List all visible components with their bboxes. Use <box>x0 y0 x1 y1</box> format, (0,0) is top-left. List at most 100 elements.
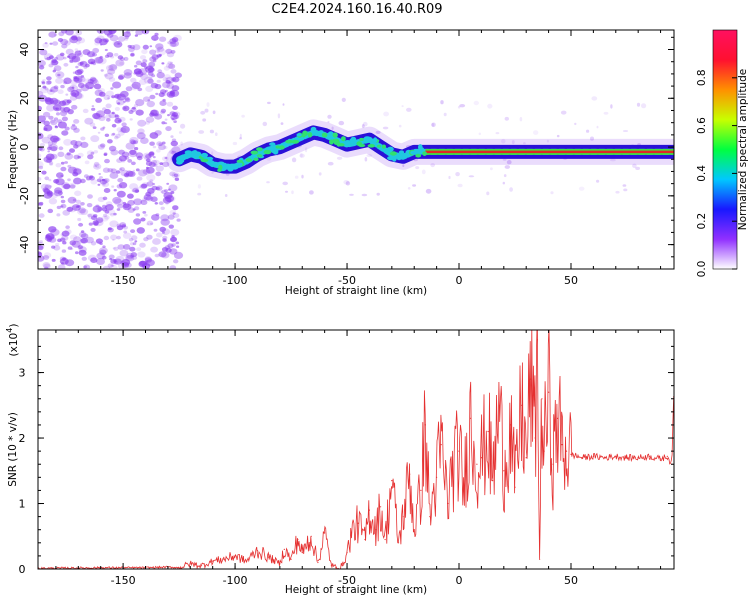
top-x-tick-label: 0 <box>456 274 463 287</box>
noise-speck <box>60 233 64 237</box>
noise-speck <box>153 228 158 232</box>
noise-speck <box>137 128 145 134</box>
noise-speck <box>167 114 170 117</box>
faint-speck <box>327 114 332 119</box>
noise-speck <box>47 80 52 85</box>
noise-speck <box>50 135 60 143</box>
faint-speck <box>262 121 268 127</box>
noise-speck <box>81 256 88 261</box>
noise-speck <box>108 64 118 71</box>
noise-speck <box>97 131 101 134</box>
noise-speck <box>149 56 157 62</box>
colorbar-tick-label: 0.4 <box>696 165 708 182</box>
noise-speck <box>44 176 50 181</box>
noise-speck <box>57 38 64 42</box>
noise-speck <box>94 37 103 44</box>
noise-speck <box>113 258 122 265</box>
noise-speck <box>43 252 52 259</box>
noise-speck <box>119 127 127 133</box>
faint-speck <box>277 113 281 119</box>
noise-speck <box>61 249 67 253</box>
noise-speck <box>99 176 103 179</box>
noise-speck <box>154 49 160 53</box>
snr-data-point <box>375 529 377 531</box>
noise-speck <box>132 169 136 172</box>
faint-speck <box>473 100 479 106</box>
noise-speck <box>119 167 125 172</box>
noise-speck <box>80 202 85 206</box>
ridge-blob <box>310 126 317 132</box>
noise-speck <box>98 173 101 175</box>
noise-speck <box>38 165 44 170</box>
noise-speck <box>106 52 114 58</box>
noise-speck <box>48 115 54 120</box>
ridge-blob <box>398 150 405 155</box>
faint-speck <box>519 117 523 122</box>
noise-speck <box>170 69 177 74</box>
snr-data-point <box>503 470 505 472</box>
noise-speck <box>136 227 145 234</box>
noise-speck <box>129 242 135 246</box>
noise-speck <box>55 71 65 79</box>
noise-speck <box>41 136 51 144</box>
noise-speck <box>145 158 151 163</box>
noise-speck <box>55 137 61 141</box>
noise-speck <box>77 204 82 208</box>
ridge-blob <box>332 132 338 138</box>
faint-speck <box>610 104 613 109</box>
noise-speck <box>142 44 149 50</box>
snr-data-point <box>397 542 400 544</box>
noise-speck <box>166 91 176 98</box>
noise-speck <box>48 198 58 205</box>
noise-speck <box>154 202 158 205</box>
noise-speck <box>57 121 67 129</box>
top-y-tick-label: -20 <box>18 187 31 205</box>
snr-data-point <box>384 538 386 541</box>
noise-speck <box>105 65 114 71</box>
noise-speck <box>114 198 123 206</box>
ridge-blob <box>396 154 402 161</box>
faint-speck <box>504 116 509 121</box>
noise-speck <box>158 201 164 206</box>
noise-speck <box>117 42 121 45</box>
noise-speck <box>136 247 142 252</box>
noise-speck <box>77 155 81 159</box>
noise-speck <box>117 244 125 250</box>
top-x-tick-label: -100 <box>223 274 248 287</box>
noise-speck <box>72 71 76 74</box>
snr-data-point <box>245 560 247 562</box>
noise-speck <box>101 178 109 184</box>
faint-speck <box>550 191 554 195</box>
noise-speck <box>112 247 116 250</box>
noise-speck <box>55 242 60 247</box>
noise-speck <box>76 76 86 83</box>
noise-speck <box>69 240 77 246</box>
noise-speck <box>97 183 101 186</box>
ridge-blob <box>307 132 313 138</box>
noise-speck <box>159 36 167 42</box>
bottom-x-tick-label: -100 <box>223 574 248 587</box>
noise-speck <box>113 246 119 251</box>
noise-speck <box>118 149 125 155</box>
noise-speck <box>67 109 74 115</box>
faint-speck <box>398 124 402 128</box>
ridge-blob <box>235 162 243 167</box>
noise-speck <box>157 48 167 56</box>
snr-data-point <box>212 560 214 562</box>
faint-speck <box>421 169 426 175</box>
noise-speck <box>164 245 171 250</box>
noise-speck <box>120 126 130 133</box>
noise-speck <box>102 183 106 186</box>
noise-speck <box>38 115 46 123</box>
noise-speck <box>105 114 112 120</box>
noise-speck <box>56 112 60 116</box>
noise-speck <box>77 208 86 215</box>
faint-speck <box>459 104 466 108</box>
snr-data-point <box>581 457 583 459</box>
noise-speck <box>170 191 175 194</box>
noise-speck <box>57 119 63 124</box>
faint-speck <box>401 105 404 108</box>
bottom-y-tick-label: 1 <box>19 498 26 511</box>
noise-speck <box>134 64 138 68</box>
noise-speck <box>93 161 100 167</box>
